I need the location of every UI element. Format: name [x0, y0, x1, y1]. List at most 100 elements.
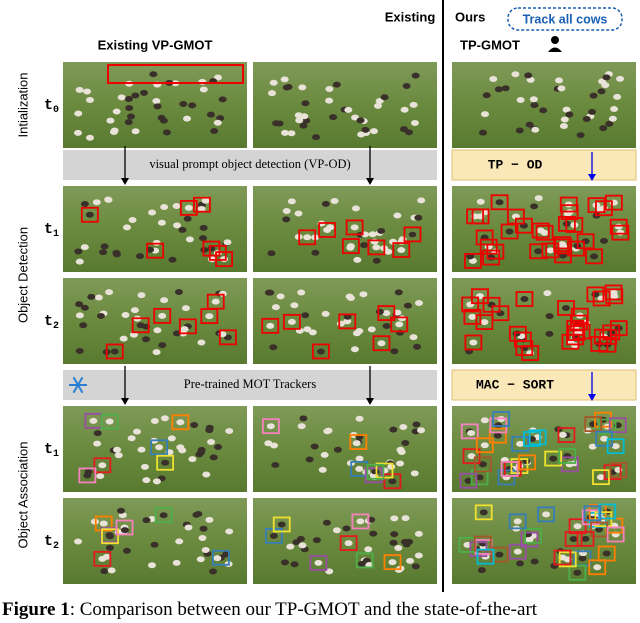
- time-label: t2: [44, 313, 59, 332]
- cow: [185, 236, 194, 243]
- bbox: [463, 308, 482, 325]
- cow: [406, 557, 415, 564]
- bbox: [518, 454, 537, 471]
- cow: [206, 111, 215, 118]
- cow: [468, 257, 477, 264]
- cow: [120, 527, 129, 534]
- bbox: [541, 242, 560, 259]
- bbox: [576, 233, 595, 250]
- cow: [595, 526, 604, 533]
- bbox: [390, 316, 409, 333]
- bbox: [515, 340, 534, 356]
- cow: [350, 346, 359, 353]
- cow: [371, 468, 380, 475]
- bbox: [598, 503, 617, 520]
- cow: [195, 451, 204, 458]
- arrow-head: [588, 174, 596, 181]
- cow: [199, 86, 208, 93]
- cow: [135, 253, 144, 260]
- cow: [546, 247, 555, 254]
- cow: [322, 519, 331, 526]
- snowflake-stroke: [72, 376, 84, 394]
- cow: [85, 134, 94, 141]
- bbox: [531, 222, 550, 239]
- cow: [301, 100, 310, 107]
- bbox: [554, 238, 573, 255]
- bbox: [392, 242, 411, 258]
- cow: [207, 438, 216, 445]
- bbox: [595, 200, 613, 217]
- cow: [372, 244, 381, 251]
- bbox: [528, 429, 547, 446]
- cow: [595, 206, 604, 213]
- bbox: [80, 206, 99, 223]
- cow: [139, 89, 148, 96]
- cow: [600, 435, 609, 442]
- bbox: [93, 457, 112, 474]
- cow: [479, 129, 488, 136]
- cow: [105, 289, 114, 296]
- cow: [495, 551, 504, 558]
- bbox: [372, 335, 391, 352]
- cow: [355, 415, 364, 422]
- bbox: [508, 513, 527, 530]
- cow: [96, 312, 105, 319]
- cow: [480, 111, 489, 118]
- cow: [80, 304, 89, 311]
- cow: [96, 473, 105, 480]
- row-label: Intialization: [15, 72, 30, 137]
- bbox: [171, 414, 190, 431]
- cow: [125, 105, 134, 112]
- bbox: [609, 218, 628, 235]
- cow: [520, 296, 529, 303]
- cow: [476, 198, 485, 205]
- cow: [602, 74, 611, 81]
- cow: [410, 470, 419, 477]
- bbox: [131, 317, 150, 334]
- cow: [142, 517, 151, 524]
- cow: [305, 456, 314, 463]
- cow: [390, 515, 399, 522]
- cow: [361, 126, 370, 133]
- cow: [287, 198, 296, 205]
- cow: [403, 302, 412, 309]
- cow: [396, 460, 405, 467]
- bbox: [377, 305, 396, 321]
- cow: [271, 304, 280, 311]
- bbox: [592, 469, 610, 486]
- bbox: [585, 248, 603, 265]
- cow: [126, 113, 135, 120]
- cow: [202, 471, 211, 478]
- cow: [524, 72, 533, 79]
- cow: [321, 310, 330, 317]
- cow: [350, 224, 359, 231]
- cow: [294, 210, 303, 217]
- cow: [357, 131, 366, 138]
- cow: [295, 117, 304, 124]
- cow: [359, 291, 368, 298]
- cow: [593, 564, 602, 571]
- arrow-head: [366, 178, 374, 185]
- cow: [196, 556, 205, 563]
- cow: [172, 330, 181, 337]
- cow: [326, 224, 335, 231]
- band-right-text: MAC − SORT: [476, 377, 554, 392]
- cow: [597, 88, 606, 95]
- cow: [314, 559, 323, 566]
- cow: [364, 546, 373, 553]
- photo: [253, 186, 437, 272]
- bbox: [338, 313, 357, 330]
- bbox: [474, 504, 493, 521]
- cow: [343, 318, 352, 325]
- bbox: [461, 296, 480, 313]
- cow: [271, 461, 280, 468]
- cow: [110, 127, 119, 134]
- prompt-text: Track all cows: [523, 12, 608, 26]
- cow: [549, 455, 558, 462]
- cow: [480, 417, 489, 424]
- bbox: [508, 543, 527, 560]
- cow: [162, 129, 171, 136]
- cow: [542, 511, 551, 518]
- cow: [356, 117, 365, 124]
- cow: [369, 128, 378, 135]
